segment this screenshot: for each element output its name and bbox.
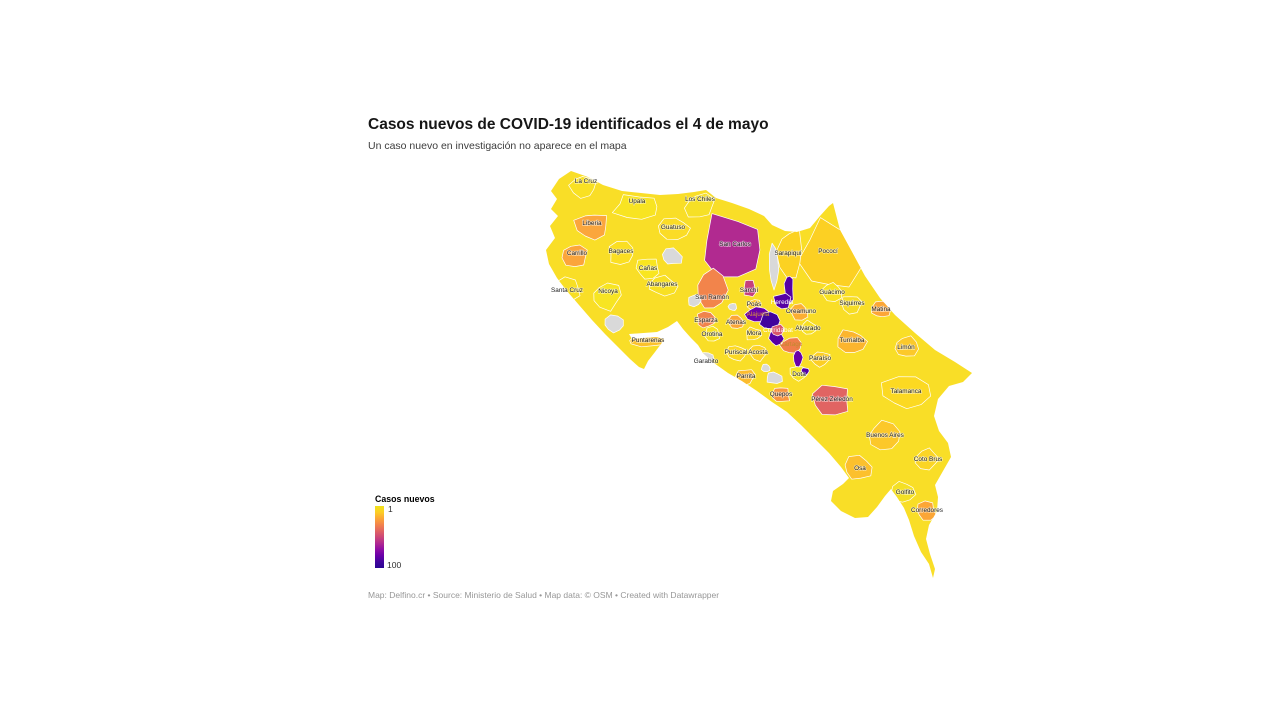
canton-region-abangares[interactable] bbox=[648, 274, 679, 297]
canton-region-mora[interactable] bbox=[746, 326, 762, 341]
canton-region-puriscal[interactable] bbox=[726, 345, 748, 362]
canton-region-region-purpura-5[interactable] bbox=[800, 367, 810, 376]
regions-layer bbox=[551, 176, 940, 521]
legend-min-label: 1 bbox=[388, 504, 393, 514]
canton-region-region-gris-2[interactable] bbox=[604, 314, 624, 334]
canton-region-region-gris-3[interactable] bbox=[688, 294, 702, 308]
canton-region-cartago[interactable] bbox=[779, 337, 802, 354]
canton-region-talamanca[interactable] bbox=[881, 376, 932, 410]
canton-region-guacimo[interactable] bbox=[821, 282, 843, 302]
canton-region-matina[interactable] bbox=[871, 300, 891, 318]
page-title: Casos nuevos de COVID-19 identificados e… bbox=[368, 116, 769, 133]
canton-region-garabito[interactable] bbox=[696, 352, 715, 364]
page-subtitle: Un caso nuevo en investigación no aparec… bbox=[368, 140, 627, 152]
canton-region-acosta[interactable] bbox=[748, 344, 768, 362]
canton-region-region-gris-7[interactable] bbox=[727, 303, 737, 311]
legend-gradient bbox=[375, 506, 384, 568]
canton-region-liberia[interactable] bbox=[573, 214, 607, 241]
canton-region-san-carlos[interactable] bbox=[704, 213, 761, 278]
canton-region-canas[interactable] bbox=[635, 258, 660, 280]
canton-region-region-gris-5[interactable] bbox=[761, 363, 771, 373]
canton-region-region-purpura-2[interactable] bbox=[759, 311, 781, 329]
canton-region-osa[interactable] bbox=[844, 454, 873, 480]
country-silhouette bbox=[546, 171, 972, 578]
canton-region-region-gris-4[interactable] bbox=[766, 371, 783, 384]
canton-region-san-ramon[interactable] bbox=[697, 267, 729, 309]
canton-region-perez-zeledon[interactable] bbox=[812, 384, 849, 416]
canton-region-turrialba[interactable] bbox=[837, 329, 868, 353]
canton-region-puntarenas[interactable] bbox=[629, 336, 671, 348]
canton-region-upala[interactable] bbox=[611, 194, 658, 220]
canton-region-quepos[interactable] bbox=[772, 387, 790, 402]
canton-region-la-cruz[interactable] bbox=[568, 176, 597, 199]
canton-region-buenos-aires[interactable] bbox=[868, 419, 901, 451]
canton-region-guatuso[interactable] bbox=[658, 217, 691, 240]
attribution-footer: Map: Delfino.cr • Source: Ministerio de … bbox=[368, 590, 720, 600]
canton-region-corredores[interactable] bbox=[916, 500, 937, 521]
canton-region-limon[interactable] bbox=[894, 335, 919, 357]
canton-region-carrillo[interactable] bbox=[561, 244, 588, 267]
legend: Casos nuevos 1 100 bbox=[375, 494, 465, 580]
canton-region-heredia[interactable] bbox=[773, 292, 792, 310]
canton-region-curridabat[interactable] bbox=[770, 323, 784, 337]
canton-region-siquirres[interactable] bbox=[841, 296, 863, 315]
canton-region-orotina[interactable] bbox=[704, 325, 720, 342]
canton-region-nicoya[interactable] bbox=[593, 282, 622, 312]
canton-region-region-gris-1[interactable] bbox=[662, 247, 683, 265]
canton-region-atenas[interactable] bbox=[728, 314, 745, 329]
canton-region-region-gris-6[interactable] bbox=[768, 242, 780, 291]
canton-region-alvarado[interactable] bbox=[801, 319, 817, 335]
canton-region-coto-brus[interactable] bbox=[914, 447, 940, 471]
canton-region-oreamuno[interactable] bbox=[789, 303, 809, 321]
canton-region-los-chiles[interactable] bbox=[684, 192, 716, 218]
canton-region-region-purpura-4[interactable] bbox=[793, 350, 804, 368]
canton-region-golfito[interactable] bbox=[890, 481, 917, 503]
canton-region-paraiso[interactable] bbox=[810, 351, 831, 368]
legend-title: Casos nuevos bbox=[375, 494, 435, 504]
canton-region-sarchi[interactable] bbox=[743, 279, 757, 298]
canton-region-esparza[interactable] bbox=[697, 310, 716, 329]
legend-max-label: 100 bbox=[387, 560, 402, 570]
canton-region-bagaces[interactable] bbox=[608, 240, 634, 265]
